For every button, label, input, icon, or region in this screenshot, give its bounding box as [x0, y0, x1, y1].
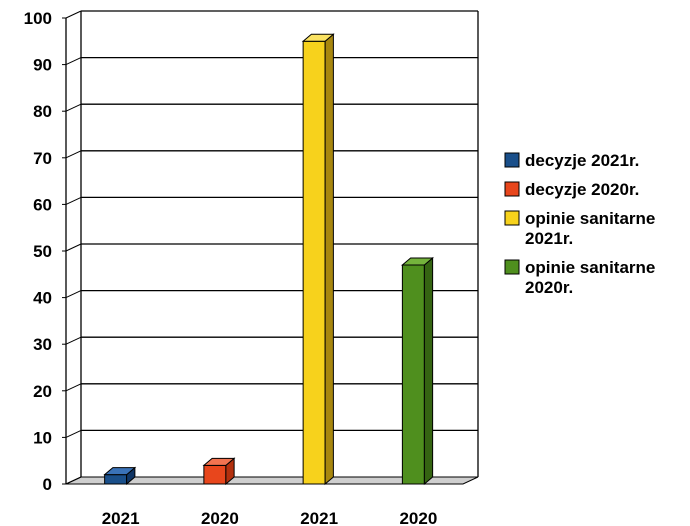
legend-item: opinie sanitarne 2020r. — [504, 258, 655, 297]
legend-swatch — [504, 210, 520, 226]
gridline-depth — [65, 383, 82, 392]
bar-top — [202, 457, 236, 466]
x-tick-label: 2020 — [201, 509, 239, 526]
bar-front — [203, 464, 227, 485]
y-tick-label: 30 — [33, 335, 52, 354]
y-tick-label: 50 — [33, 242, 52, 261]
y-tick-label: 60 — [33, 195, 52, 214]
legend-swatch — [504, 181, 520, 197]
bar — [202, 457, 236, 486]
bar — [103, 466, 137, 486]
gridline-depth — [65, 196, 82, 205]
bar-front — [104, 474, 128, 485]
gridline-depth — [65, 290, 82, 299]
bar-front — [401, 264, 425, 485]
legend-item: decyzje 2021r. — [504, 151, 639, 170]
y-tick-label: 70 — [33, 149, 52, 168]
legend: decyzje 2021r. decyzje 2020r. opinie sanit… — [504, 151, 655, 297]
gridline-depth — [65, 103, 82, 112]
bar-side — [423, 256, 434, 486]
legend-label: decyzje 2020r. — [525, 180, 639, 199]
gridline-depth — [65, 243, 82, 252]
legend-label: decyzje 2021r. — [525, 151, 639, 170]
legend-swatch — [504, 259, 520, 275]
legend-item: decyzje 2020r. — [504, 180, 639, 199]
y-tick-label: 20 — [33, 382, 52, 401]
y-tick-label: 80 — [33, 102, 52, 121]
legend-item: opinie sanitarne 2021r. — [504, 209, 655, 248]
legend-label: opinie sanitarne 2020r. — [525, 258, 655, 297]
bars — [103, 33, 434, 486]
bar-front — [302, 40, 326, 485]
bar — [301, 33, 335, 486]
bar-side — [324, 33, 334, 486]
gridline-depth — [65, 57, 82, 66]
bar — [401, 256, 434, 486]
x-tick-label: 2021 — [300, 509, 338, 526]
y-tick-label: 40 — [33, 289, 52, 308]
bar-top — [301, 33, 335, 42]
x-tick-label: 2021 — [102, 509, 140, 526]
x-tick-label: 2020 — [399, 509, 437, 526]
gridline-depth — [65, 10, 82, 19]
gridline-depth — [65, 336, 82, 345]
y-tick-label: 90 — [33, 56, 52, 75]
bar-top — [103, 467, 137, 476]
y-axis — [62, 17, 67, 485]
gridline-depth — [65, 150, 82, 159]
y-tick-labels: 0 10 20 30 40 50 60 70 80 90 100 — [24, 9, 52, 494]
legend-swatch — [504, 152, 520, 168]
gridline-depth — [65, 429, 82, 438]
gridline-depth — [65, 476, 82, 485]
x-tick-labels: 2021 2020 2021 2020 — [102, 509, 438, 526]
y-tick-label: 0 — [43, 475, 52, 494]
y-tick-label: 10 — [33, 428, 52, 447]
legend-label: opinie sanitarne 2021r. — [525, 209, 655, 248]
y-tick-label: 100 — [24, 9, 52, 28]
bar-top — [401, 257, 434, 266]
